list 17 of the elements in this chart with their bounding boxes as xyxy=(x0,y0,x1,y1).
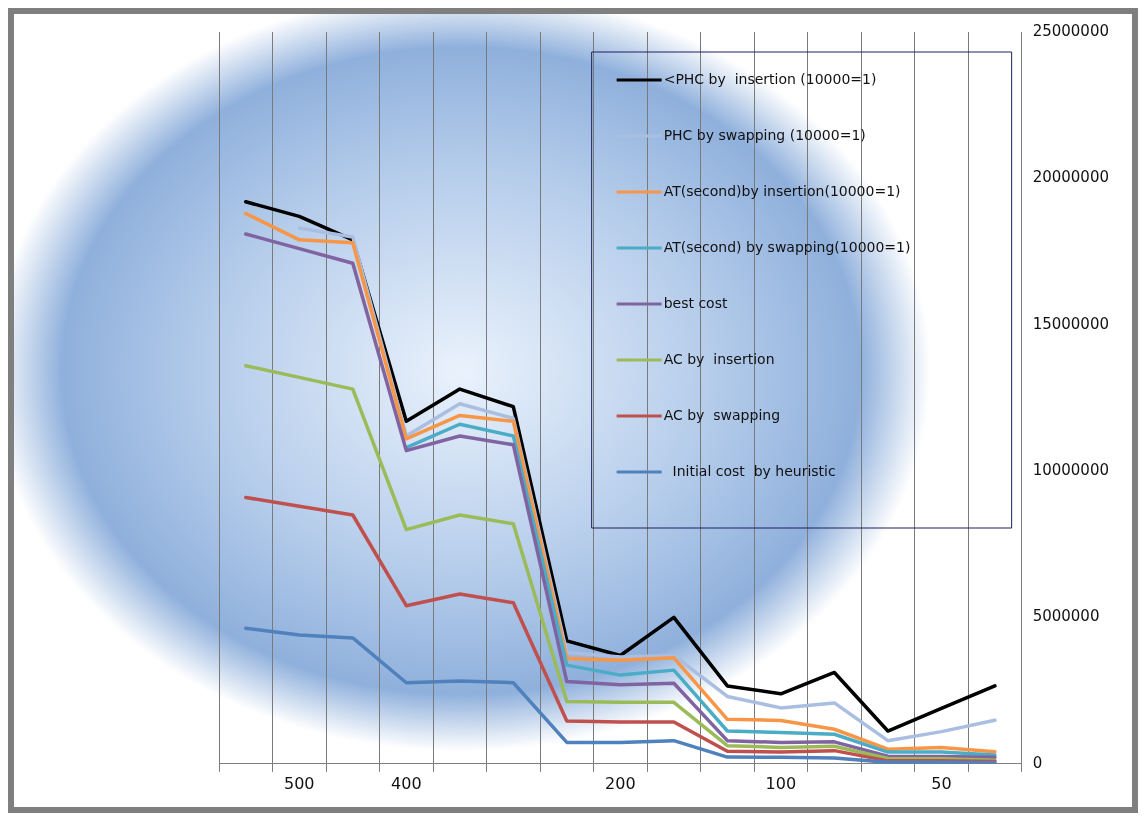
x-tick-label: 500 xyxy=(283,773,315,793)
legend-label: AC by swapping xyxy=(663,406,781,423)
y-tick-label: 5000000 xyxy=(1032,607,1100,626)
legend-label: AT(second) by swapping(10000=1) xyxy=(663,238,911,255)
x-tick-label: 200 xyxy=(605,773,636,793)
legend-label: Initial cost by heuristic xyxy=(663,462,836,479)
y-tick-label: 25000000 xyxy=(1032,21,1110,40)
y-tick-label: 15000000 xyxy=(1032,314,1110,333)
y-tick-label: 0 xyxy=(1032,753,1043,772)
legend-label: best cost xyxy=(663,294,728,311)
x-tick-label: 400 xyxy=(391,773,422,793)
y-tick-label: 20000000 xyxy=(1032,168,1110,187)
x-tick-label: 100 xyxy=(765,773,797,793)
legend-label: AT(second)by insertion(10000=1) xyxy=(663,182,901,199)
legend-label: AC by insertion xyxy=(663,350,775,367)
y-tick-label: 10000000 xyxy=(1032,460,1110,479)
x-tick-label: 50 xyxy=(931,773,952,793)
